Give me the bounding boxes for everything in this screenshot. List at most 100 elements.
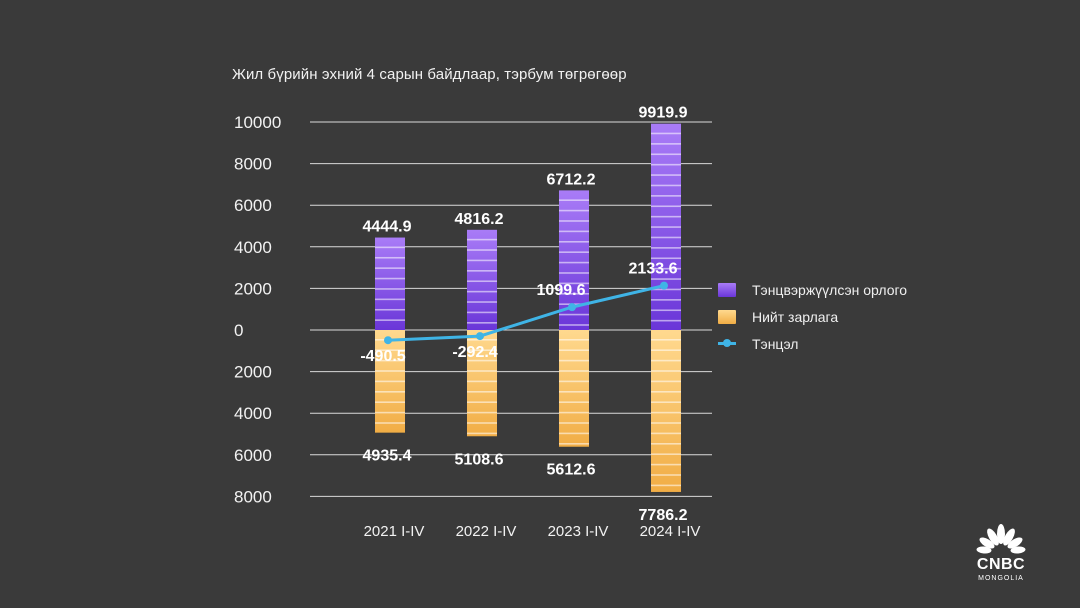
y-tick-label: 4000 (234, 238, 272, 257)
bar-stripe (467, 411, 497, 414)
bar-stripe (375, 359, 405, 362)
revenue-bar-group (651, 123, 681, 330)
legend-swatch-revenue (718, 282, 736, 297)
bar-stripe (651, 309, 681, 312)
bar-stripe (651, 401, 681, 403)
bar-stripe (651, 380, 681, 383)
bar-stripe (467, 322, 497, 324)
bar-stripe (467, 290, 497, 293)
bar-stripe (651, 226, 681, 228)
bar-stripe (375, 288, 405, 290)
legend-label-balance: Тэнцэл (752, 335, 799, 352)
bar-stripe (559, 220, 589, 222)
x-category-label: 2021 I-IV (364, 523, 425, 540)
expense-data-label: 4935.4 (363, 448, 412, 465)
legend-item-revenue: Тэнцвэржүүлсэн орлого (718, 276, 907, 303)
revenue-data-label: 4816.2 (455, 211, 504, 228)
bar-stripe (559, 324, 589, 326)
revenue-bar-group (467, 229, 497, 330)
bar-stripe (467, 301, 497, 303)
bar-stripe (375, 411, 405, 414)
expense-data-label: 5612.6 (547, 462, 596, 479)
expense-bar-group (375, 330, 405, 433)
bar-stripe (651, 143, 681, 145)
balance-data-label: 2133.6 (629, 261, 678, 278)
bar-stripe (559, 422, 589, 424)
bar-stripe (651, 278, 681, 280)
x-category-label: 2024 I-IV (640, 523, 701, 540)
y-tick-label: 0 (234, 321, 243, 340)
bar-stripe (467, 339, 497, 341)
bar-stripe (375, 256, 405, 259)
bar-stripe (467, 280, 497, 283)
bar-stripe (651, 443, 681, 445)
bar-stripe (651, 319, 681, 322)
y-tick-label: 8000 (234, 487, 272, 506)
bar-stripe (559, 292, 589, 295)
bar-stripe (467, 391, 497, 393)
y-tick-label: 10000 (234, 113, 281, 132)
expense-bar-group (651, 330, 681, 492)
bar-stripe (651, 236, 681, 239)
bar-stripe (651, 453, 681, 455)
balance-point (660, 281, 668, 290)
cnbc-logo: CNBC MONGOLIA (968, 520, 1038, 590)
bar-stripe (651, 299, 681, 301)
bar-stripe (375, 277, 405, 280)
bar-stripe (467, 432, 497, 435)
bar-stripe (559, 313, 589, 316)
bar-stripe (467, 380, 497, 383)
bar-stripe (375, 308, 405, 311)
bar-stripe (651, 163, 681, 166)
bar-stripe (375, 246, 405, 249)
bar-stripe (467, 270, 497, 272)
legend-item-expense: Нийт зарлага (718, 303, 907, 330)
bar-stripe (651, 247, 681, 249)
y-tick-label: 4000 (234, 404, 272, 423)
line-layer (384, 281, 668, 345)
x-category-label: 2022 I-IV (456, 523, 517, 540)
bar-stripe (559, 251, 589, 253)
bar-stripe (651, 205, 681, 208)
bar-stripe (559, 443, 589, 445)
y-tick-label: 6000 (234, 196, 272, 215)
revenue-data-label: 6712.2 (547, 171, 596, 188)
legend-label-revenue: Тэнцвэржүүлсэн орлого (752, 281, 908, 298)
bar-stripe (559, 199, 589, 201)
bar-stripe (651, 349, 681, 351)
bar-stripe (559, 380, 589, 383)
bar-stripe (467, 259, 497, 262)
logo-text: CNBC (976, 556, 1026, 573)
legend-item-balance: Тэнцэл (718, 330, 907, 357)
bar-stripe (559, 411, 589, 414)
bar-stripe (467, 422, 497, 424)
bar-stripe (375, 298, 405, 301)
bar-stripe (651, 432, 681, 435)
bar-stripe (467, 249, 497, 251)
bar-stripe (651, 463, 681, 466)
bar-stripe (651, 288, 681, 291)
bar-stripe (651, 257, 681, 260)
bar-stripe (559, 261, 589, 264)
logo-subtext: MONGOLIA (978, 575, 1024, 582)
bar-stripe (651, 484, 681, 487)
y-tick-label: 2000 (234, 363, 272, 382)
bar-stripe (651, 174, 681, 176)
balance-line (387, 284, 665, 342)
bar-stripe (651, 153, 681, 156)
bar-stripe (559, 272, 589, 274)
revenue-bar (467, 229, 497, 330)
bar-stripe (375, 370, 405, 372)
y-tick-label: 6000 (234, 446, 272, 465)
expense-bar (467, 330, 497, 437)
bar-stripe (651, 339, 681, 341)
balance-point (476, 332, 484, 341)
bar-stripe (651, 370, 681, 372)
balance-point (384, 336, 392, 345)
chart-subtitle: Жил бүрийн эхний 4 сарын байдлаар, тэрбу… (232, 66, 627, 83)
bar-stripe (375, 319, 405, 321)
bar-stripe (375, 422, 405, 424)
expense-bar-group (559, 330, 589, 447)
bar-stripe (651, 359, 681, 362)
